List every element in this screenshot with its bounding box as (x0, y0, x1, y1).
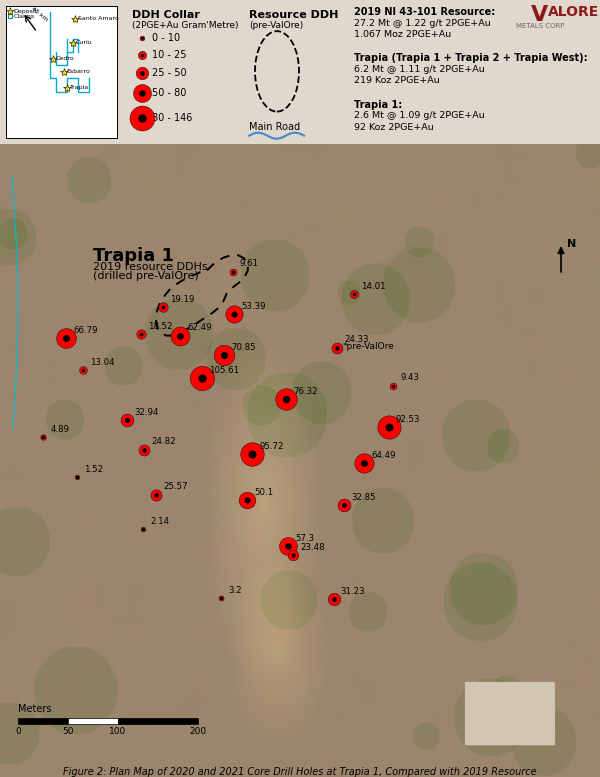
Text: 76.32: 76.32 (293, 387, 317, 395)
Text: *pre-ValOre: *pre-ValOre (343, 342, 395, 351)
Text: Trapia 1: Trapia 1 (93, 247, 174, 265)
Bar (118, 718, 198, 724)
Text: Curiu: Curiu (76, 40, 92, 45)
Text: 1.067 Moz 2PGE+Au: 1.067 Moz 2PGE+Au (354, 30, 451, 39)
Text: 64.49: 64.49 (371, 451, 396, 460)
Bar (18, 718, 68, 724)
Text: 2019 NI 43-101 Resource:: 2019 NI 43-101 Resource: (354, 7, 495, 17)
Text: Meters: Meters (18, 704, 52, 714)
Text: Trapia 1:: Trapia 1: (354, 99, 402, 110)
Text: 9.61: 9.61 (240, 260, 259, 269)
Text: 25.57: 25.57 (163, 483, 188, 491)
Text: 105.61: 105.61 (209, 366, 239, 375)
Text: 32.94: 32.94 (134, 408, 159, 416)
Bar (8, 14, 12, 18)
Text: 92 Koz 2PGE+Au: 92 Koz 2PGE+Au (354, 123, 434, 131)
Text: Trapia (Trapia 1 + Trapia 2 + Trapia West):: Trapia (Trapia 1 + Trapia 2 + Trapia Wes… (354, 54, 587, 63)
Text: 24.82: 24.82 (151, 437, 176, 447)
Text: 19.19: 19.19 (170, 295, 195, 304)
Text: DDH Collar: DDH Collar (132, 10, 200, 20)
Text: 45 km: 45 km (31, 6, 49, 23)
Text: (pre-ValOre): (pre-ValOre) (249, 21, 303, 30)
Text: 14.01: 14.01 (361, 282, 386, 291)
Text: 0: 0 (15, 727, 21, 736)
Text: (2PGE+Au Gram'Metre): (2PGE+Au Gram'Metre) (132, 21, 239, 30)
Text: 2.14: 2.14 (150, 517, 169, 525)
Text: Main Road: Main Road (249, 122, 300, 131)
Text: 70.85: 70.85 (232, 343, 256, 352)
Text: Claims: Claims (14, 14, 35, 19)
Text: 23.48: 23.48 (300, 543, 325, 552)
Text: 66.79: 66.79 (73, 326, 98, 335)
Text: Deposit: Deposit (14, 9, 38, 13)
Text: METALS CORP: METALS CORP (516, 23, 564, 29)
Text: 53.39: 53.39 (241, 302, 266, 311)
Text: 57.3: 57.3 (295, 535, 314, 543)
Text: 0 - 10: 0 - 10 (152, 33, 180, 44)
Text: Resource DDH: Resource DDH (249, 10, 338, 20)
Text: 27.2 Mt @ 1.22 g/t 2PGE+Au: 27.2 Mt @ 1.22 g/t 2PGE+Au (354, 19, 491, 28)
Bar (68, 718, 118, 724)
Text: 31.23: 31.23 (341, 587, 365, 596)
Text: 10 - 25: 10 - 25 (152, 51, 187, 61)
Text: Cedro: Cedro (55, 56, 74, 61)
Text: 92.53: 92.53 (396, 415, 421, 423)
Text: 50 - 80: 50 - 80 (152, 89, 187, 99)
Text: 13.04: 13.04 (90, 357, 115, 367)
Text: 80 - 146: 80 - 146 (152, 113, 193, 123)
Text: Esbarro: Esbarro (67, 69, 91, 75)
Text: 200: 200 (190, 727, 206, 736)
Text: 62.49: 62.49 (187, 323, 212, 333)
Text: V: V (532, 5, 548, 25)
Text: Santo Amaro: Santo Amaro (77, 16, 118, 22)
Text: 2019 resource DDHs: 2019 resource DDHs (93, 263, 208, 273)
Text: 25 - 50: 25 - 50 (152, 68, 187, 78)
Text: 6.2 Mt @ 1.11 g/t 2PGE+Au: 6.2 Mt @ 1.11 g/t 2PGE+Au (354, 64, 485, 74)
Text: 9.43: 9.43 (400, 374, 419, 382)
Text: 50.1: 50.1 (254, 488, 274, 497)
Text: Trapia: Trapia (70, 85, 89, 90)
Text: 50: 50 (62, 727, 74, 736)
Text: 32.85: 32.85 (351, 493, 376, 501)
Text: 1.52: 1.52 (84, 465, 103, 474)
Text: 2.6 Mt @ 1.09 g/t 2PGE+Au: 2.6 Mt @ 1.09 g/t 2PGE+Au (354, 111, 485, 120)
Text: (drilled pre-ValOre): (drilled pre-ValOre) (93, 270, 199, 280)
Text: ALORE: ALORE (548, 5, 599, 19)
Text: 95.72: 95.72 (259, 442, 284, 451)
Text: N: N (567, 239, 576, 249)
Text: 24.33: 24.33 (344, 336, 369, 344)
Text: 219 Koz 2PGE+Au: 219 Koz 2PGE+Au (354, 76, 440, 85)
Text: 100: 100 (109, 727, 126, 736)
Text: 3.2: 3.2 (228, 586, 242, 594)
Text: 4.89: 4.89 (50, 425, 70, 434)
Text: 18.52: 18.52 (148, 322, 173, 330)
Text: Figure 2: Plan Map of 2020 and 2021 Core Drill Holes at Trapia 1, Compared with : Figure 2: Plan Map of 2020 and 2021 Core… (63, 768, 537, 777)
